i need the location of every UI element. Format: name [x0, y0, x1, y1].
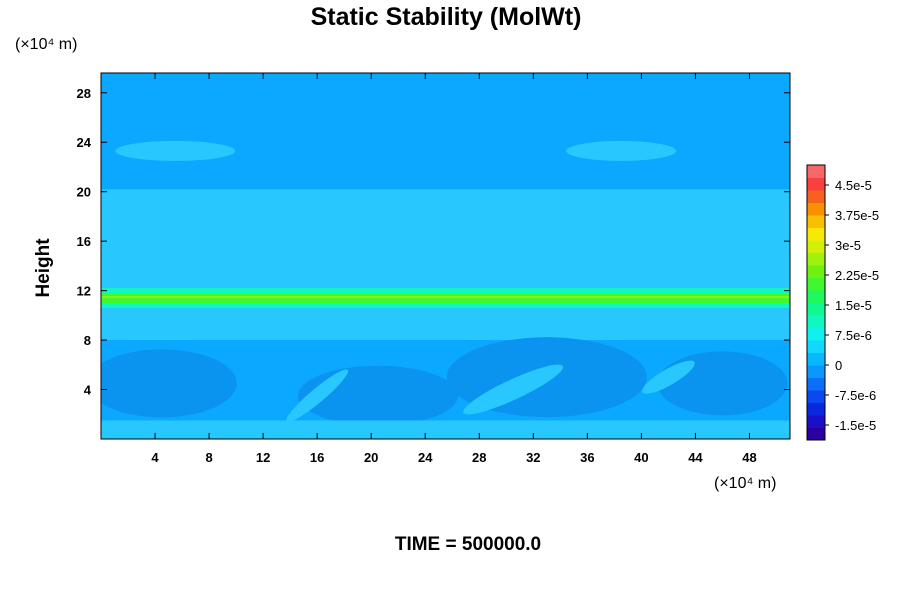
colorbar-label: 3e-5: [835, 238, 861, 253]
colorbar-swatch: [807, 390, 825, 403]
colorbar-label: 7.5e-6: [835, 328, 872, 343]
x-tick-label: 12: [256, 450, 270, 465]
colorbar-swatch: [807, 177, 825, 191]
colorbar-swatch: [807, 327, 825, 341]
field-upper-blob: [115, 140, 236, 161]
y-tick-label: 20: [77, 185, 91, 200]
colorbar-frame: [806, 164, 826, 441]
x-tick-label: 28: [472, 450, 486, 465]
colorbar-swatch: [807, 240, 825, 253]
colorbar-swatch: [807, 215, 825, 228]
x-tick-label: 16: [310, 450, 324, 465]
colorbar-swatch: [807, 302, 825, 316]
colorbar-swatch: [807, 290, 825, 303]
colorbar-label: -7.5e-6: [835, 388, 876, 403]
colorbar-swatch: [807, 190, 825, 203]
x-tick-label: 4: [151, 450, 159, 465]
colorbar-swatch: [807, 165, 825, 178]
colorbar-label: 1.5e-5: [835, 298, 872, 313]
x-tick-label: 44: [688, 450, 703, 465]
colorbar-label: 0: [835, 358, 842, 373]
field-mid-band: [101, 189, 790, 341]
colorbar-swatch: [807, 377, 825, 391]
field-swirl-streak: [463, 364, 564, 415]
x-tick-label: 32: [526, 450, 540, 465]
chart-title: Static Stability (MolWt): [311, 3, 582, 31]
field-bottom-band: [101, 420, 790, 439]
y-tick-label: 28: [77, 86, 91, 101]
y-tick-label: 12: [77, 284, 91, 299]
x-tick-label: 40: [634, 450, 648, 465]
colorbar-swatch: [807, 365, 825, 378]
field-upper-blob: [566, 140, 677, 161]
field-swirl-streak: [642, 360, 695, 394]
field-peak-core: [101, 296, 790, 299]
x-tick-label: 36: [580, 450, 594, 465]
colorbar-swatch: [807, 402, 825, 416]
colorbar-swatch: [807, 415, 825, 428]
x-axis-ticks: 4 8 12 16 20 24 28 32 36 40 44 48: [151, 73, 757, 465]
colorbar-labels: 4.5e-5 3.75e-5 3e-5 2.25e-5 1.5e-5 7.5e-6 0 -7.…: [825, 178, 879, 433]
y-axis-unit: (×10⁴ m): [15, 36, 77, 53]
colorbar-swatch: [807, 352, 825, 366]
y-axis-label: Height: [33, 238, 54, 298]
colorbar-label: 2.25e-5: [835, 268, 879, 283]
colorbar-swatch: [807, 340, 825, 353]
x-tick-label: 8: [205, 450, 212, 465]
colorbar-swatch: [807, 202, 825, 216]
time-footer: TIME = 500000.0: [395, 534, 541, 555]
x-tick-label: 48: [742, 450, 756, 465]
colorbar: [807, 165, 825, 441]
colorbar-swatch: [807, 227, 825, 241]
y-tick-label: 24: [77, 135, 92, 150]
colorbar-swatch: [807, 265, 825, 278]
colorbar-swatch: [807, 252, 825, 266]
field-lower-swirl: [101, 349, 237, 418]
colorbar-label: -1.5e-5: [835, 418, 876, 433]
colorbar-swatch: [807, 315, 825, 328]
y-tick-label: 16: [77, 234, 91, 249]
x-tick-label: 20: [364, 450, 378, 465]
y-tick-label: 8: [84, 333, 91, 348]
colorbar-swatch: [807, 277, 825, 291]
x-tick-label: 24: [418, 450, 433, 465]
plot-frame: [100, 72, 791, 440]
field-lower-swirl: [657, 351, 788, 416]
y-tick-label: 4: [84, 383, 92, 398]
contour-field: [101, 73, 790, 439]
colorbar-swatch: [807, 427, 825, 441]
colorbar-label: 4.5e-5: [835, 178, 872, 193]
colorbar-label: 3.75e-5: [835, 208, 879, 223]
field-swirl-streak: [286, 369, 349, 422]
x-axis-unit: (×10⁴ m): [714, 475, 776, 492]
y-axis-ticks: 4 8 12 16 20 24 28: [77, 86, 790, 398]
